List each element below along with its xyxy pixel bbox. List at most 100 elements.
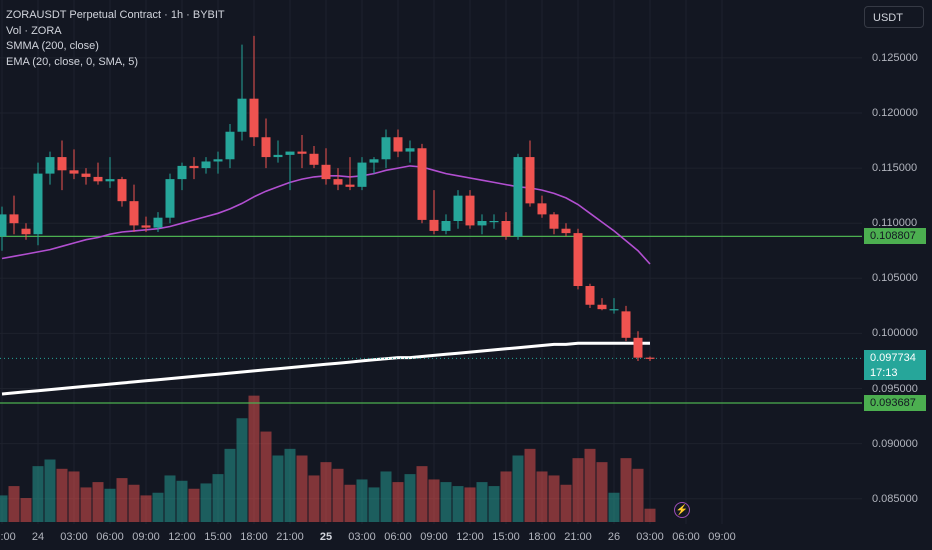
candle xyxy=(273,140,283,163)
candle xyxy=(573,228,583,290)
volume-bar xyxy=(8,486,20,522)
candle-body xyxy=(0,214,7,237)
candle-body xyxy=(21,228,31,235)
candle xyxy=(0,206,7,251)
time-tick-label: 20:00 xyxy=(0,531,16,543)
candle xyxy=(237,44,247,141)
candle xyxy=(645,356,655,361)
candle-body xyxy=(573,233,583,287)
volume-bar xyxy=(248,395,260,522)
smma-indicator-label[interactable]: SMMA (200, close) xyxy=(6,40,99,52)
volume-bar xyxy=(512,455,524,522)
candle-body xyxy=(9,214,19,224)
horizontal-lines xyxy=(0,235,862,404)
time-tick-label: 21:00 xyxy=(276,531,304,543)
candle xyxy=(189,157,199,180)
candle-body xyxy=(585,286,595,305)
candle xyxy=(9,195,19,235)
candle-body xyxy=(477,220,487,226)
volume-bar xyxy=(104,488,116,522)
candle-body xyxy=(609,309,619,311)
volume-bar xyxy=(404,474,416,522)
volume-bar xyxy=(464,487,476,522)
volume-bar xyxy=(368,487,380,522)
candle xyxy=(405,140,415,163)
currency-button[interactable]: USDT xyxy=(864,6,924,28)
volume-bar xyxy=(620,458,632,522)
candle xyxy=(321,148,331,185)
volume-bar xyxy=(380,471,392,522)
candle-body xyxy=(297,151,307,154)
candle-body xyxy=(597,304,607,310)
candle-body xyxy=(417,148,427,220)
price-tick-label: 0.100000 xyxy=(872,327,918,340)
candle xyxy=(381,129,391,169)
volume-bar xyxy=(260,431,272,522)
candle-body xyxy=(489,220,499,223)
candle-body xyxy=(465,195,475,226)
candle xyxy=(453,190,463,229)
candle-body xyxy=(501,220,511,237)
candle-body xyxy=(453,195,463,221)
candle xyxy=(141,216,151,233)
candle xyxy=(225,124,235,169)
bar-countdown-label: 17:13 xyxy=(864,366,926,381)
volume-indicator-label[interactable]: Vol · ZORA xyxy=(6,24,62,37)
candle xyxy=(489,214,499,229)
candle xyxy=(177,162,187,191)
candle-body xyxy=(525,157,535,204)
volume-bar xyxy=(44,459,56,522)
candle xyxy=(333,168,343,191)
time-tick-label: 12:00 xyxy=(456,531,484,543)
candle-body xyxy=(129,201,139,226)
candle xyxy=(477,214,487,235)
volume-bar xyxy=(584,448,596,522)
volume-bar xyxy=(572,458,584,522)
time-tick-label: 06:00 xyxy=(384,531,412,543)
time-tick-label: 24 xyxy=(31,531,45,543)
volume-bar xyxy=(608,492,620,522)
last-price-label: 0.097734 xyxy=(864,350,926,367)
candle-body xyxy=(357,162,367,187)
volume-bar xyxy=(152,492,164,522)
volume-bar xyxy=(236,418,248,522)
volume-bar xyxy=(488,486,500,522)
volume-bar xyxy=(308,475,320,522)
candle-body xyxy=(513,157,523,237)
time-tick-label: 03:00 xyxy=(636,531,664,543)
chart-legend: ZORAUSDT Perpetual Contract · 1h · BYBIT… xyxy=(6,8,225,70)
time-tick-label: 09:00 xyxy=(708,531,736,543)
volume-bar xyxy=(500,471,512,522)
candle xyxy=(393,129,403,158)
lightning-icon[interactable]: ⚡ xyxy=(674,502,690,518)
symbol-title[interactable]: ZORAUSDT Perpetual Contract · 1h · BYBIT xyxy=(6,9,225,21)
volume-bar xyxy=(632,468,644,522)
candle-body xyxy=(441,220,451,231)
candle-body xyxy=(273,154,283,158)
candle-body xyxy=(225,131,235,160)
volume-bar xyxy=(524,448,536,522)
candles xyxy=(0,35,655,361)
candle xyxy=(69,149,79,180)
candle-body xyxy=(537,203,547,215)
ema-indicator-label[interactable]: EMA (20, close, 0, SMA, 5) xyxy=(6,55,139,68)
candle xyxy=(609,298,619,314)
candle xyxy=(21,223,31,240)
price-tick-label: 0.120000 xyxy=(872,107,918,119)
candle-body xyxy=(117,179,127,202)
volume-bar xyxy=(296,455,308,522)
volume-bar xyxy=(92,482,104,522)
candle-body xyxy=(177,165,187,180)
candle-body xyxy=(33,173,43,235)
volume-bar xyxy=(356,479,368,522)
volume-bar xyxy=(596,462,608,522)
time-tick-label: 26 xyxy=(607,531,621,543)
candle-body xyxy=(201,161,211,169)
volume-bar xyxy=(560,484,572,522)
volume-bar xyxy=(284,448,296,522)
volume-bar xyxy=(116,478,128,522)
volume-bar xyxy=(332,468,344,522)
candle xyxy=(441,214,451,235)
price-tick-label: 0.125000 xyxy=(872,51,918,64)
